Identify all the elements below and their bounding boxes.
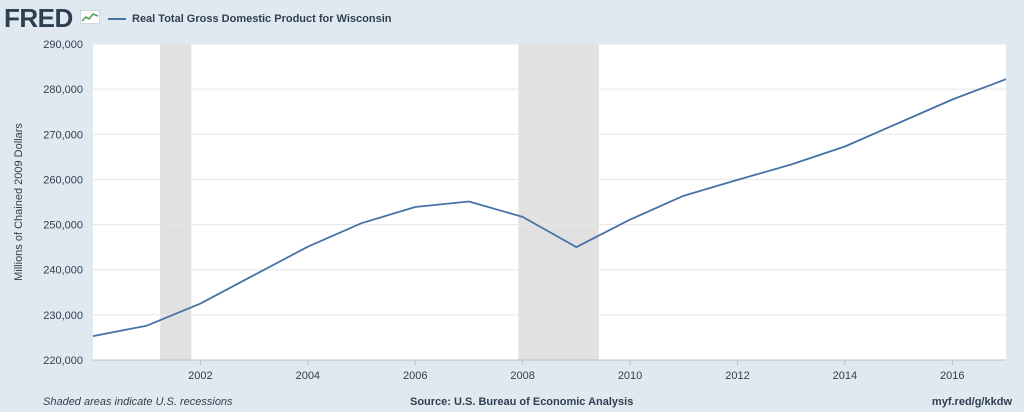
chart-header: FRED Real Total Gross Domestic Product f… (0, 0, 1024, 36)
x-tick-label: 2010 (618, 370, 642, 382)
x-tick-label: 2006 (403, 370, 427, 382)
recession-bands (160, 44, 599, 360)
x-axis-ticks: 2002 2004 2006 2008 2010 2012 2014 2016 (93, 359, 1006, 382)
legend-swatch (108, 18, 126, 20)
y-tick-label: 280,000 (43, 84, 83, 96)
x-tick-label: 2008 (510, 370, 534, 382)
y-tick-label: 270,000 (43, 129, 83, 141)
chart-footer: Shaded areas indicate U.S. recessions So… (0, 396, 1024, 412)
y-tick-label: 220,000 (43, 355, 83, 367)
y-tick-label: 260,000 (43, 174, 83, 186)
y-axis-ticks: 220,000 230,000 240,000 250,000 260,000 270,0… (43, 39, 83, 367)
series-line (92, 78, 1007, 337)
x-tick-label: 2012 (725, 370, 749, 382)
y-tick-label: 230,000 (43, 310, 83, 322)
y-tick-label: 240,000 (43, 265, 83, 277)
source-text: Source: U.S. Bureau of Economic Analysis (410, 396, 634, 408)
recession-note: Shaded areas indicate U.S. recessions (43, 396, 233, 408)
series-lines (92, 78, 1007, 337)
y-tick-label: 290,000 (43, 39, 83, 51)
y-tick-label: 250,000 (43, 220, 83, 232)
legend: Real Total Gross Domestic Product for Wi… (108, 13, 391, 25)
legend-label: Real Total Gross Domestic Product for Wi… (132, 13, 392, 25)
recession-band (160, 44, 192, 360)
x-tick-label: 2016 (940, 370, 964, 382)
short-url-link[interactable]: myf.red/g/kkdw (931, 396, 1012, 408)
fred-logo[interactable]: FRED (4, 3, 73, 33)
recession-band (518, 44, 599, 360)
y-axis-label: Millions of Chained 2009 Dollars (13, 123, 25, 281)
chart-line-icon (80, 10, 100, 24)
x-tick-label: 2004 (296, 370, 320, 382)
x-tick-label: 2002 (188, 370, 212, 382)
x-tick-label: 2014 (833, 370, 857, 382)
